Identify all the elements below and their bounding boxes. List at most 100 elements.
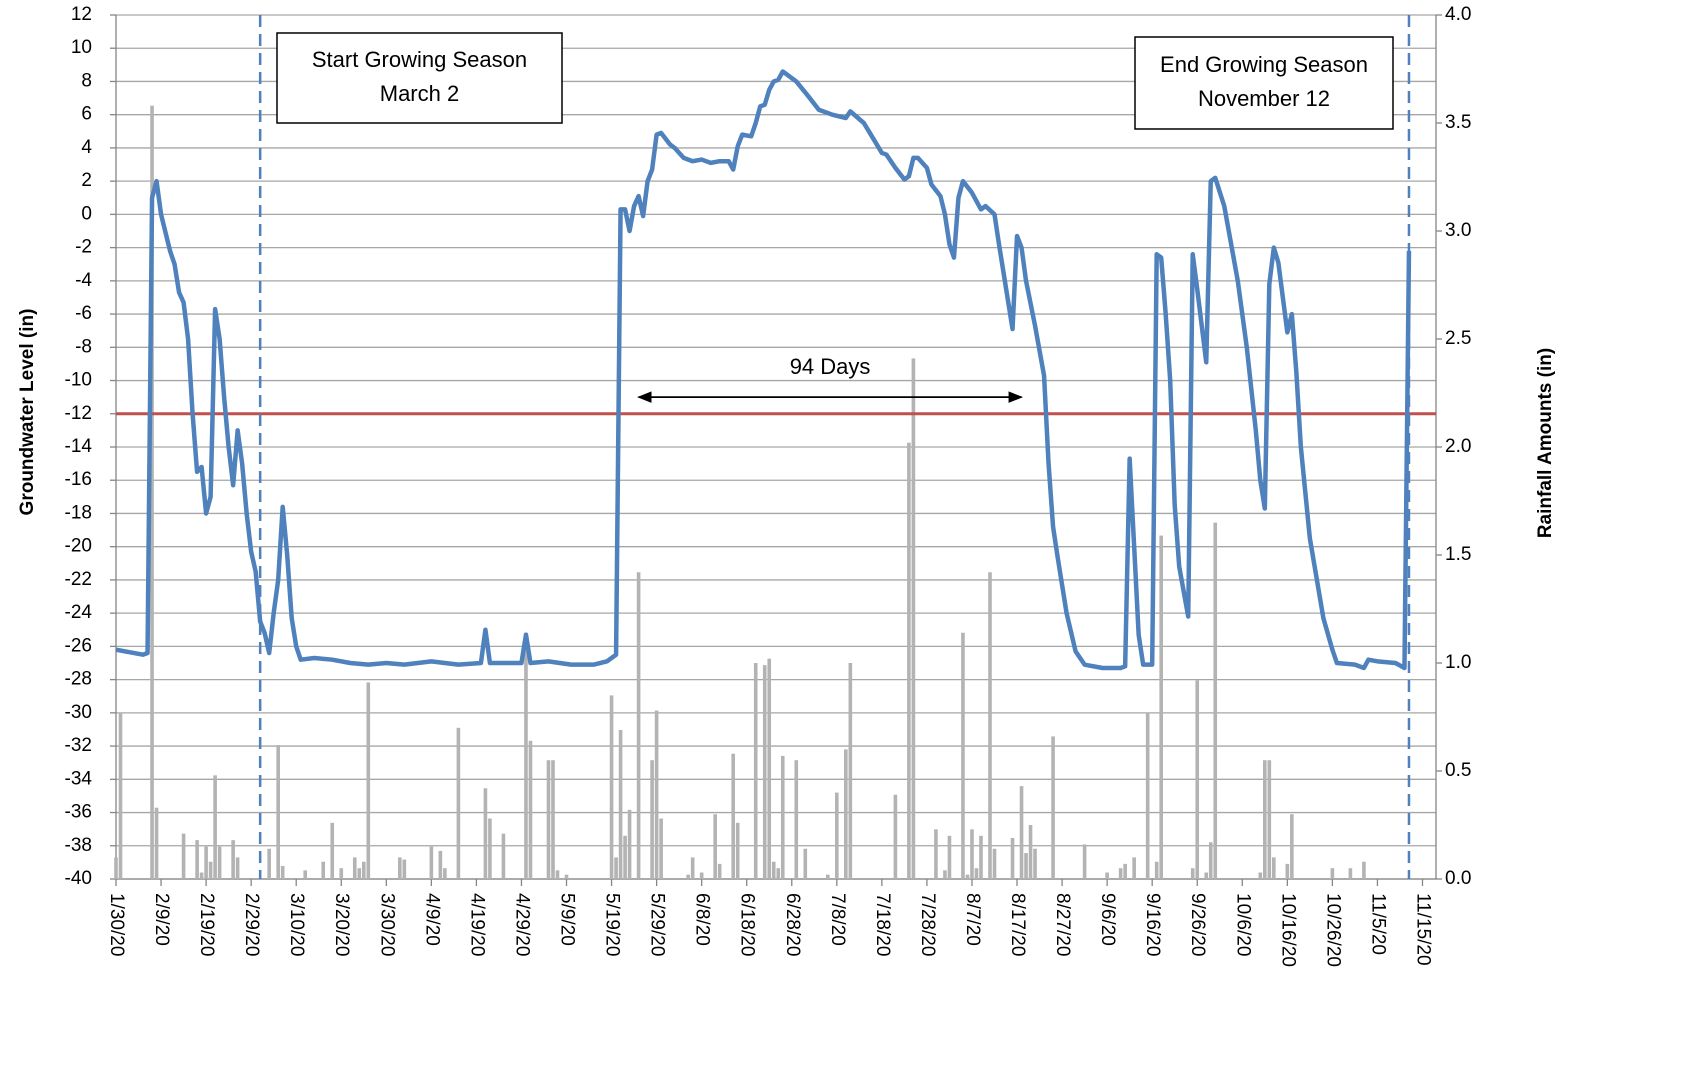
rain-bar	[402, 859, 407, 879]
rain-bar	[848, 663, 853, 879]
rain-bar	[1118, 868, 1123, 879]
rain-bar	[118, 712, 123, 879]
rain-bar	[231, 840, 235, 879]
rain-bar	[1272, 857, 1276, 879]
rain-bar	[911, 358, 916, 879]
rain-bar	[150, 105, 154, 880]
rain-bar	[753, 663, 758, 879]
rain-bar	[208, 861, 213, 879]
y-tick-label: 10	[71, 37, 92, 58]
rain-bar	[456, 727, 461, 879]
y-tick-label: 4	[81, 137, 92, 158]
y-tick-label: -36	[65, 802, 92, 823]
y2-tick-label: 2.5	[1445, 328, 1471, 349]
rain-bar	[623, 835, 627, 879]
y-tick-label: -2	[75, 237, 92, 258]
rain-bar	[528, 740, 533, 879]
y-tick-label: -28	[65, 669, 92, 690]
y-tick-label: -38	[65, 835, 92, 856]
y2-tick-label: 1.5	[1445, 544, 1471, 565]
rain-bar	[1290, 814, 1294, 879]
rain-bar	[1213, 522, 1218, 879]
rain-bar	[267, 848, 271, 879]
rain-bar	[1195, 680, 1200, 879]
y-tick-label: -26	[65, 635, 92, 656]
rain-bar	[213, 775, 217, 879]
x-tick-label: 7/8/20	[827, 893, 848, 946]
rain-bar	[195, 840, 199, 879]
rain-bar	[893, 794, 898, 879]
rain-bar	[1285, 863, 1290, 879]
rain-bar	[352, 857, 357, 879]
rain-bar	[803, 848, 808, 879]
rain-bar	[974, 868, 979, 879]
rain-bar	[934, 829, 938, 879]
rain-bar	[398, 857, 402, 879]
rain-bar	[943, 870, 947, 879]
x-tick-label: 8/7/20	[962, 893, 983, 946]
y-tick-label: 2	[81, 170, 92, 191]
y-tick-label: 8	[81, 70, 92, 91]
rain-bar	[551, 760, 555, 879]
y2-tick-label: 2.0	[1445, 436, 1471, 457]
y2-tick-label: 4.0	[1445, 4, 1471, 25]
rain-bar	[794, 760, 799, 879]
x-tick-label: 8/27/20	[1052, 893, 1073, 956]
groundwater-line	[115, 69, 1412, 671]
rain-bar	[1258, 872, 1263, 879]
x-tick-label: 2/29/20	[241, 893, 262, 956]
x-tick-label: 5/19/20	[602, 893, 623, 956]
y-tick-label: -10	[65, 370, 92, 391]
rain-bar	[330, 822, 335, 879]
rain-bar	[690, 857, 695, 879]
x-tick-label: 5/29/20	[647, 893, 668, 956]
rain-bar	[1105, 872, 1109, 879]
y2-tick-label: 0.5	[1445, 760, 1471, 781]
x-tick-label: 2/9/20	[151, 893, 172, 946]
rain-bar	[546, 760, 551, 879]
rain-bar	[771, 861, 776, 879]
rain-bar	[961, 632, 965, 879]
rain-bar	[717, 863, 722, 879]
y-tick-label: -24	[65, 602, 93, 623]
rain-bar	[614, 857, 618, 879]
rain-bar	[1010, 837, 1015, 879]
y-tick-label: 6	[81, 104, 92, 125]
rain-bar	[826, 874, 830, 879]
rain-bar	[181, 833, 186, 879]
rain-bar	[767, 658, 772, 879]
x-tick-label: 1/30/20	[106, 893, 127, 956]
y-tick-label: -30	[65, 702, 92, 723]
y-tick-label: 12	[71, 4, 92, 25]
rain-bar	[1190, 868, 1195, 879]
rain-bar	[1145, 712, 1150, 879]
rain-bar	[438, 850, 443, 879]
rain-bar	[1051, 736, 1055, 879]
rain-bar	[776, 868, 781, 879]
rain-bar	[366, 682, 371, 879]
rain-bar	[154, 807, 159, 879]
x-tick-label: 3/10/20	[286, 893, 307, 956]
x-tick-label: 3/30/20	[376, 893, 397, 956]
annotation-box	[276, 32, 563, 124]
x-tick-label: 6/18/20	[737, 893, 758, 956]
x-tick-label: 9/26/20	[1187, 893, 1208, 956]
y-tick-label: -34	[65, 768, 93, 789]
rain-bar	[627, 809, 632, 879]
rain-bar	[654, 710, 659, 879]
x-tick-label: 9/6/20	[1097, 893, 1118, 946]
rain-bar	[1082, 844, 1087, 879]
rain-bar	[1154, 861, 1159, 879]
rain-bar	[443, 868, 447, 879]
y-tick-label: -12	[65, 403, 92, 424]
x-tick-label: 11/5/20	[1367, 893, 1388, 955]
rain-bar	[1033, 848, 1037, 879]
annotation-text: Start Growing Season	[312, 47, 527, 72]
rain-bar	[235, 857, 240, 879]
rain-bar	[609, 695, 614, 879]
y-tick-label: -16	[65, 469, 92, 490]
rain-bar	[1159, 535, 1163, 879]
x-tick-label: 10/16/20	[1277, 893, 1298, 967]
rain-bar	[731, 753, 736, 879]
span-label: 94 Days	[790, 354, 871, 379]
